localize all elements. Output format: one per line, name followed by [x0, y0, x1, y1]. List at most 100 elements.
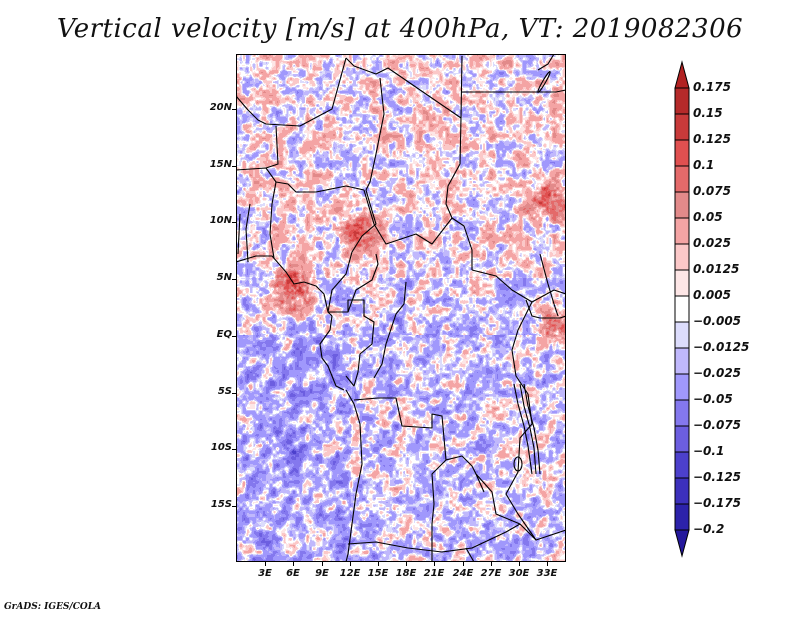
lake-outline: [513, 383, 541, 475]
y-tick: [232, 109, 236, 110]
border-line: [328, 299, 375, 387]
y-tick: [232, 393, 236, 394]
border-line: [539, 253, 559, 317]
x-tick: [406, 562, 407, 566]
coastline: [537, 54, 555, 71]
colorbar-label: −0.125: [693, 470, 742, 484]
x-tick-label: 9E: [315, 568, 329, 579]
y-tick: [232, 222, 236, 223]
x-tick: [350, 562, 351, 566]
border-line: [319, 315, 345, 391]
colorbar-label: −0.2: [693, 522, 725, 536]
border-line: [471, 269, 566, 303]
colorbar-label: −0.025: [693, 366, 742, 380]
y-tick-label: EQ: [216, 329, 232, 340]
x-tick: [519, 562, 520, 566]
x-tick-label: 3E: [258, 568, 272, 579]
x-tick-label: 30E: [508, 568, 530, 579]
colorbar-box: [674, 399, 690, 427]
y-tick-label: 5S: [217, 386, 232, 397]
y-tick-label: 15S: [210, 499, 232, 510]
colorbar-label: 0.005: [693, 288, 731, 302]
border-line: [236, 167, 365, 193]
border-line: [353, 397, 485, 493]
x-tick: [265, 562, 266, 566]
border-line: [345, 55, 463, 119]
colorbar-arrow-bottom: [674, 529, 690, 558]
colorbar-label: 0.125: [693, 132, 731, 146]
colorbar-box: [674, 373, 690, 401]
lake-outline: [513, 456, 523, 472]
colorbar-box: [674, 295, 690, 323]
x-tick-label: 33E: [536, 568, 558, 579]
border-line: [347, 253, 379, 313]
colorbar-label: 0.025: [693, 236, 731, 250]
x-tick: [547, 562, 548, 566]
coastline: [236, 255, 333, 317]
border-line: [237, 213, 241, 255]
y-tick-label: 10N: [209, 215, 232, 226]
border-line: [365, 77, 385, 191]
lake-outline: [537, 71, 551, 93]
colorbar-label: −0.1: [693, 444, 725, 458]
y-tick: [232, 336, 236, 337]
x-tick: [293, 562, 294, 566]
border-line: [525, 299, 566, 319]
x-tick-label: 27E: [480, 568, 502, 579]
y-tick: [232, 449, 236, 450]
y-tick-label: 10S: [210, 442, 232, 453]
colorbar-label: −0.175: [693, 496, 742, 510]
border-line: [269, 181, 277, 259]
colorbar-box: [674, 477, 690, 505]
border-line: [431, 459, 447, 562]
colorbar-box: [674, 165, 690, 193]
colorbar-box: [674, 217, 690, 245]
y-tick: [232, 279, 236, 280]
colorbar-box: [674, 191, 690, 219]
x-tick: [378, 562, 379, 566]
colorbar-label: 0.15: [693, 106, 723, 120]
x-tick-label: 21E: [423, 568, 445, 579]
border-line: [475, 473, 537, 541]
colorbar-box: [674, 347, 690, 375]
x-tick-label: 24E: [452, 568, 474, 579]
border-line: [363, 189, 473, 270]
border-line: [327, 189, 377, 313]
colorbar-label: −0.0125: [693, 340, 750, 354]
colorbar-label: 0.175: [693, 80, 731, 94]
colorbar-box: [674, 243, 690, 271]
x-tick-label: 18E: [395, 568, 417, 579]
colorbar-label: 0.1: [693, 158, 715, 172]
colorbar-label: −0.05: [693, 392, 733, 406]
colorbar-box: [674, 425, 690, 453]
x-tick: [491, 562, 492, 566]
colorbar-label: −0.005: [693, 314, 742, 328]
border-line: [465, 547, 475, 562]
border-line: [445, 117, 462, 219]
colorbar-box: [674, 451, 690, 479]
colorbar-box: [674, 269, 690, 297]
footer-credit: GrADS: IGES/COLA: [4, 602, 102, 612]
x-tick: [322, 562, 323, 566]
x-tick: [434, 562, 435, 566]
y-tick: [232, 166, 236, 167]
border-line: [461, 89, 566, 93]
colorbar-label: 0.075: [693, 184, 731, 198]
border-line: [236, 57, 347, 127]
y-tick: [232, 506, 236, 507]
colorbar-box: [674, 113, 690, 141]
x-tick-label: 12E: [339, 568, 361, 579]
y-tick-label: 15N: [209, 159, 232, 170]
border-line: [373, 281, 407, 379]
border-line: [265, 125, 279, 169]
colorbar-box: [674, 321, 690, 349]
coastline: [345, 389, 363, 562]
y-tick-label: 5N: [216, 272, 232, 283]
chart-title: Vertical velocity [m/s] at 400hPa, VT: 2…: [56, 14, 744, 44]
x-tick-label: 15E: [367, 568, 389, 579]
x-tick-label: 6E: [286, 568, 300, 579]
colorbar: [674, 60, 690, 558]
colorbar-label: 0.0125: [693, 262, 740, 276]
country-borders: [236, 54, 566, 562]
x-tick: [463, 562, 464, 566]
